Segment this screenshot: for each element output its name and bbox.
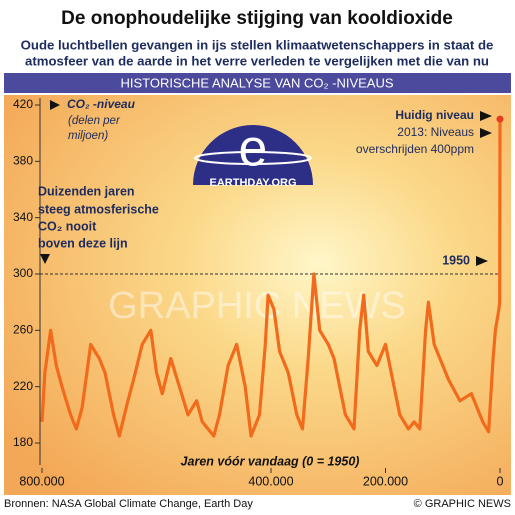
watermark: GRAPHIC NEWS (108, 285, 406, 327)
source: Bronnen: NASA Global Climate Change, Ear… (4, 498, 253, 510)
x-axis-label: Jaren vóór vandaag (0 = 1950) (181, 454, 360, 468)
y-tick-label: 220 (13, 379, 33, 393)
annotation: CO₂ nooit (38, 219, 97, 233)
current-point (496, 115, 504, 123)
annotation: 2013: Niveaus (397, 125, 474, 139)
y-tick-label: 340 (13, 210, 33, 224)
logo-text: EARTHDAY.ORG (210, 177, 297, 189)
y-tick-label: 260 (13, 323, 33, 337)
x-tick-label: 400.000 (248, 474, 293, 488)
co2-line (40, 119, 502, 438)
y-tick-label: 300 (13, 266, 33, 280)
arrow (50, 100, 60, 110)
chart-title: De onophoudelijke stijging van kooldioxi… (61, 8, 453, 29)
annotation: Huidig niveau (395, 108, 474, 122)
credit: © GRAPHIC NEWS (414, 498, 511, 510)
annotation: steeg atmosferische (38, 202, 159, 216)
banner-text: HISTORISCHE ANALYSE VAN CO₂ -NIVEAUS (120, 75, 393, 90)
arrow (40, 254, 50, 264)
line-label: 1950 (442, 253, 470, 267)
arrow (476, 256, 488, 266)
y-unit: (delen per (68, 115, 121, 127)
annotation: overschrijden 400ppm (356, 142, 474, 156)
logo-dome (193, 125, 313, 185)
arrow (480, 111, 492, 138)
subtitle: atmosfeer van de aarde in het verre verl… (25, 53, 489, 68)
x-tick-label: 0 (497, 474, 504, 488)
y-axis-label: CO₂ -niveau (67, 97, 136, 111)
subtitle: Oude luchtbellen gevangen in ijs stellen… (21, 37, 494, 52)
x-tick-label: 800.000 (19, 474, 64, 488)
logo-ring (194, 151, 312, 165)
plot: 180 220 260 300 340 380 420 800.000 400.000 200.0… (13, 97, 504, 488)
annotation: Duizenden jaren (38, 184, 135, 198)
x-tick-label: 200.000 (363, 474, 408, 488)
y-tick-label: 380 (13, 154, 33, 168)
y-tick-label: 420 (13, 97, 33, 111)
y-tick-label: 180 (13, 435, 33, 449)
y-unit: miljoen) (68, 130, 108, 142)
logo-e: e (239, 120, 268, 178)
annotation: boven deze lijn (38, 236, 128, 250)
logo: e EARTHDAY.ORG (193, 120, 313, 189)
banner (4, 73, 511, 93)
